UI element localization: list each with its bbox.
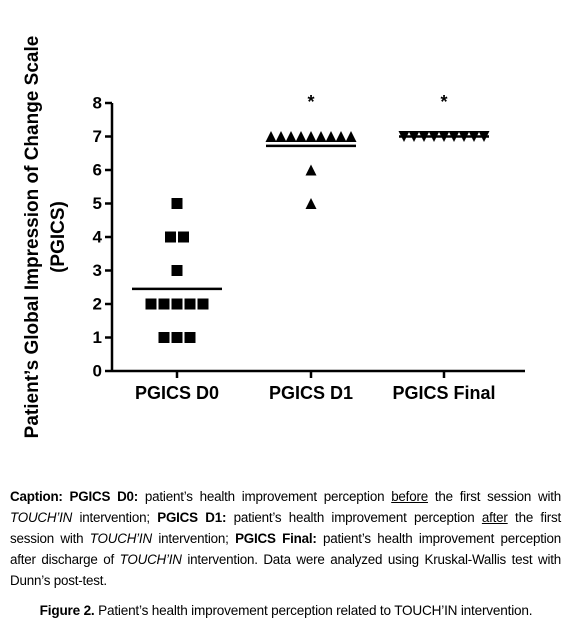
caption-run: TOUCH’IN	[10, 510, 73, 525]
y-tick-label: 3	[93, 261, 102, 280]
data-point	[345, 131, 357, 142]
caption-run: intervention. Data were analyzed using K…	[10, 552, 561, 588]
caption-run: PGICS Final:	[235, 531, 317, 546]
y-axis-label: Patient’s Global Impression of Change Sc…	[22, 36, 43, 439]
caption: Caption: PGICS D0: patient’s health impr…	[10, 486, 561, 591]
y-tick-label: 8	[93, 93, 102, 112]
significance-mark: *	[440, 92, 447, 112]
x-tick-label: PGICS D1	[269, 383, 353, 403]
caption-run: TOUCH’IN	[119, 552, 182, 567]
caption-run: Caption: PGICS D0:	[10, 489, 139, 504]
data-point	[145, 298, 157, 310]
caption-run: the first session with	[427, 489, 561, 504]
figure-title: Figure 2. Patient’s health improvement p…	[0, 603, 572, 618]
data-point	[275, 131, 287, 142]
caption-run: intervention;	[72, 510, 158, 525]
y-tick-label: 1	[93, 328, 102, 347]
data-point	[158, 298, 170, 310]
data-point	[171, 298, 183, 310]
y-tick-label: 2	[93, 294, 102, 313]
data-point	[335, 131, 347, 142]
caption-run: intervention;	[151, 531, 236, 546]
x-tick-label: PGICS D0	[135, 383, 219, 403]
y-tick-label: 6	[93, 160, 102, 179]
data-point	[285, 131, 297, 142]
caption-run: Figure 2.	[39, 603, 95, 618]
data-point	[305, 198, 317, 209]
y-tick-label: 5	[93, 194, 102, 213]
data-point	[171, 332, 183, 343]
y-tick-label: 7	[93, 127, 102, 146]
y-tick-label: 0	[93, 361, 102, 380]
data-point	[197, 298, 209, 310]
significance-mark: *	[307, 92, 314, 112]
y-axis-label: (PGICS)	[48, 201, 69, 273]
y-tick-label: 4	[93, 227, 103, 246]
data-point	[305, 164, 317, 176]
data-point	[265, 131, 277, 142]
caption-run: TOUCH’IN	[89, 531, 152, 546]
data-point	[184, 298, 196, 310]
caption-run: patient’s health improvement perception …	[10, 531, 562, 567]
caption-run: patient’s health improvement perception	[138, 489, 392, 504]
caption-run: before	[391, 489, 428, 504]
data-point	[315, 131, 327, 142]
data-point	[295, 131, 307, 142]
caption-run: the first session with	[10, 510, 561, 546]
data-point	[165, 231, 176, 243]
caption-run: patient’s health improvement perception	[226, 510, 482, 525]
data-point	[158, 332, 170, 343]
data-point	[171, 265, 183, 276]
caption-run: after	[481, 510, 508, 525]
chart: Patient’s Global Impression of Change Sc…	[22, 36, 525, 439]
caption-run: PGICS D1:	[157, 510, 227, 525]
data-point	[171, 198, 183, 209]
data-point	[305, 131, 317, 142]
data-point	[184, 332, 196, 343]
data-point	[325, 131, 337, 142]
x-tick-label: PGICS Final	[392, 383, 495, 403]
caption-run: Patient’s health improvement perception …	[94, 603, 533, 618]
data-point	[178, 231, 189, 243]
